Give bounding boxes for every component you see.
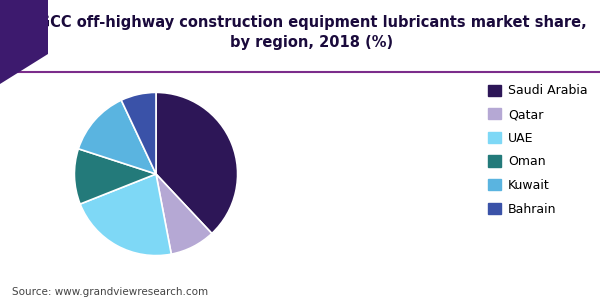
Wedge shape — [121, 92, 156, 174]
Text: GCC off-highway construction equipment lubricants market share,
by region, 2018 : GCC off-highway construction equipment l… — [38, 15, 586, 50]
Wedge shape — [80, 174, 171, 256]
Text: Source: www.grandviewresearch.com: Source: www.grandviewresearch.com — [12, 287, 208, 297]
Legend: Saudi Arabia, Qatar, UAE, Oman, Kuwait, Bahrain: Saudi Arabia, Qatar, UAE, Oman, Kuwait, … — [488, 84, 588, 216]
Wedge shape — [156, 92, 238, 233]
Wedge shape — [74, 149, 156, 204]
Wedge shape — [156, 174, 212, 254]
Wedge shape — [79, 100, 156, 174]
